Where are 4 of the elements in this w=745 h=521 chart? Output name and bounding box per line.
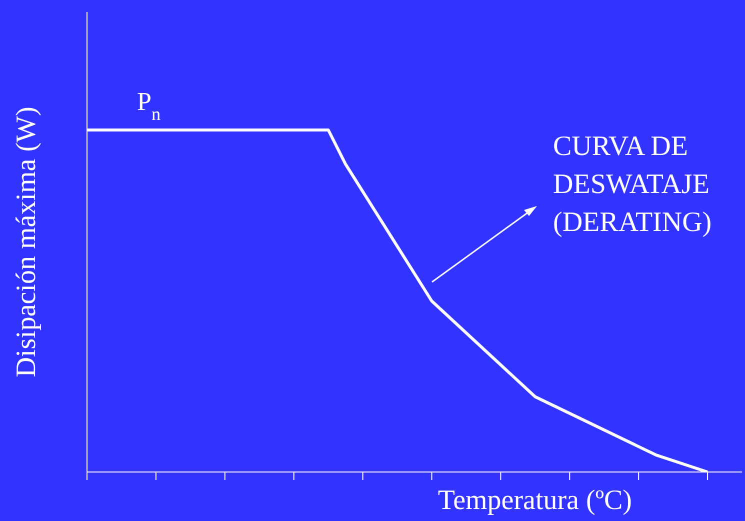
x-axis-title: Temperatura (ºC) xyxy=(438,485,632,516)
annotation: CURVA DE DESWATAJE (DERATING) xyxy=(553,131,712,238)
y-axis-title: Disipación máxima (W) xyxy=(10,106,42,378)
text: P$_{n}$ xyxy=(137,87,161,124)
